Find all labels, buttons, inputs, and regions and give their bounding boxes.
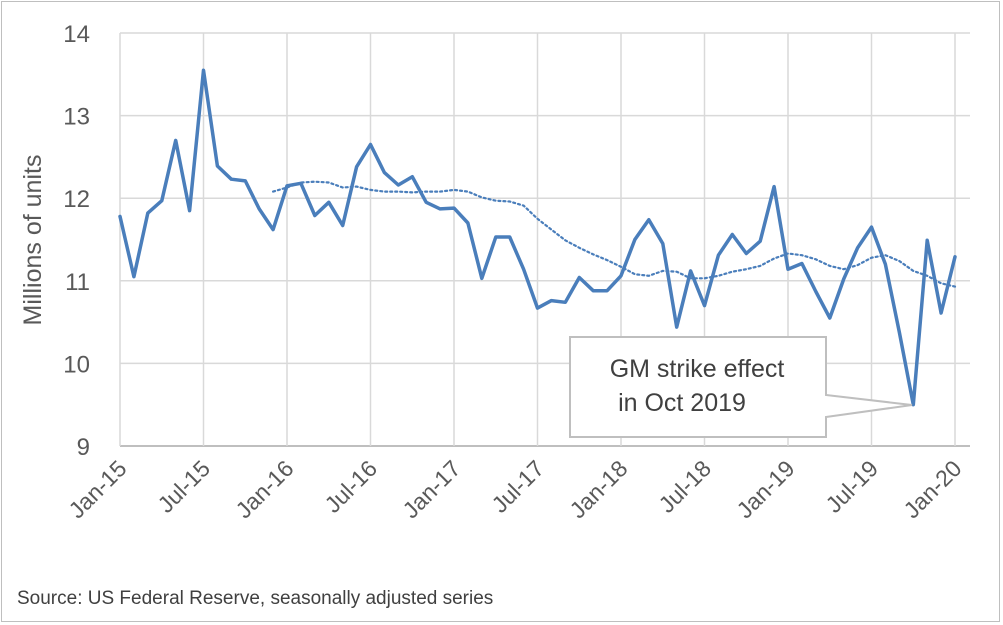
x-tick-labels: Jan-15 Jul-15 Jan-16 Jul-16 Jan-17 Jul-17 Jan-… bbox=[63, 455, 966, 523]
callout: GM strike effect in Oct 2019 bbox=[569, 336, 913, 438]
gridlines bbox=[119, 32, 970, 447]
y-tick-14: 14 bbox=[63, 21, 90, 48]
x-tick-Jan-16: Jan-16 bbox=[230, 455, 298, 523]
x-tick-Jan-15: Jan-15 bbox=[63, 455, 131, 523]
callout-line-2: in Oct 2019 bbox=[618, 389, 746, 417]
x-tick-Jul-16: Jul-16 bbox=[319, 455, 382, 518]
x-tick-Jul-17: Jul-17 bbox=[486, 455, 549, 518]
y-tick-10: 10 bbox=[63, 351, 90, 378]
x-tick-Jan-17: Jan-17 bbox=[397, 455, 465, 523]
x-tick-Jul-15: Jul-15 bbox=[152, 455, 215, 518]
y-axis-label: Millions of units bbox=[19, 155, 47, 326]
source-note: Source: US Federal Reserve, seasonally a… bbox=[17, 588, 494, 609]
x-tick-Jan-18: Jan-18 bbox=[564, 455, 632, 523]
x-tick-Jul-19: Jul-19 bbox=[820, 455, 883, 518]
callout-box bbox=[569, 336, 913, 438]
x-tick-Jul-18: Jul-18 bbox=[653, 455, 716, 518]
y-tick-labels: 9 10 11 12 13 14 bbox=[63, 21, 90, 461]
y-tick-13: 13 bbox=[63, 104, 90, 131]
series-line-sales bbox=[118, 68, 957, 407]
callout-line-1: GM strike effect bbox=[610, 355, 785, 383]
x-tick-Jan-19: Jan-19 bbox=[731, 455, 799, 523]
series-line-trend bbox=[272, 180, 957, 288]
y-tick-9: 9 bbox=[77, 434, 90, 461]
x-tick-Jan-20: Jan-20 bbox=[898, 455, 966, 523]
y-tick-11: 11 bbox=[65, 269, 90, 296]
y-tick-12: 12 bbox=[63, 186, 90, 213]
series-lines bbox=[118, 68, 957, 407]
